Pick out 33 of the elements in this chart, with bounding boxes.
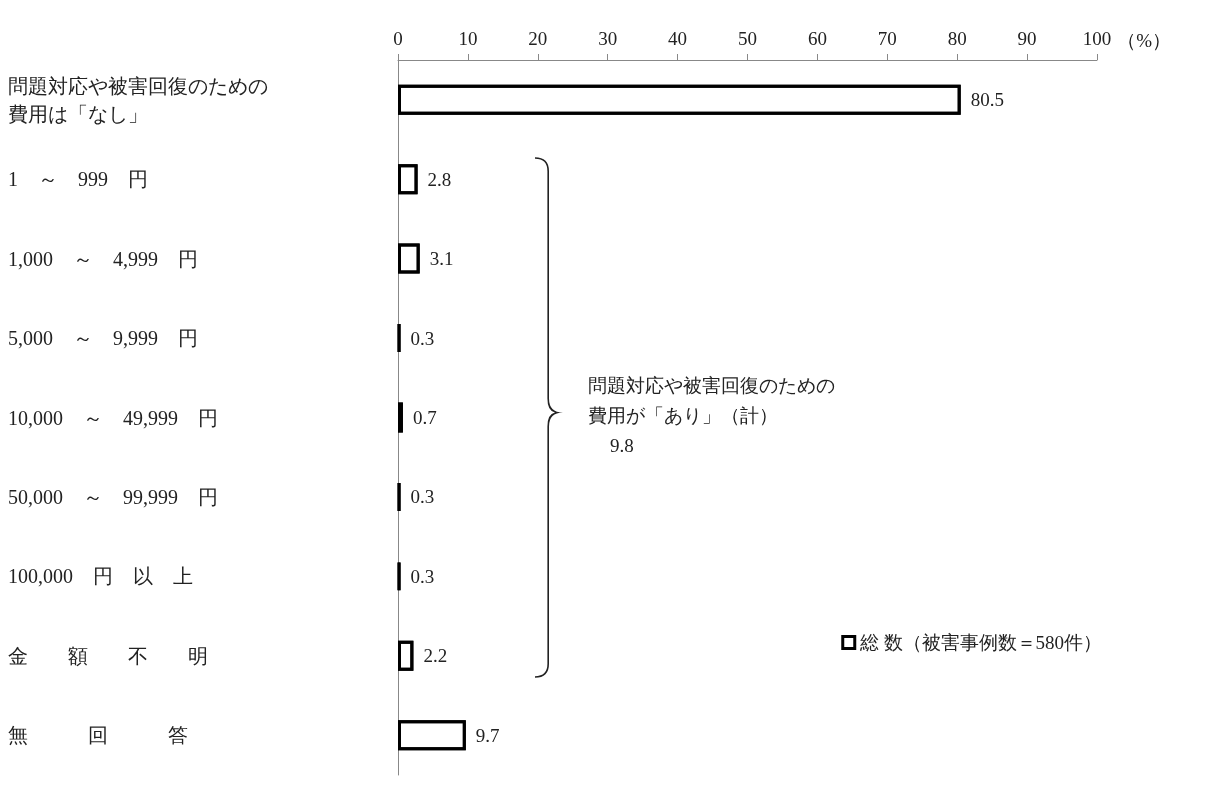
data-label: 2.2 (423, 645, 448, 667)
x-axis-title: （%） (1117, 30, 1171, 51)
y-tick-label: 10,000 ～ 49,999 円 (8, 406, 218, 429)
data-label: 3.1 (429, 248, 454, 270)
y-tick-label: 金 額 不 明 (8, 644, 208, 667)
data-label: 80.5 (970, 89, 1004, 111)
annotation: 9.8 (610, 435, 634, 456)
x-tick-label: 60 (807, 28, 827, 49)
data-label: 0.3 (410, 327, 435, 349)
y-tick-label: 100,000 円 以 上 (8, 565, 193, 588)
x-tick-label: 10 (458, 28, 478, 49)
x-tick-label: 100 (1082, 28, 1112, 49)
data-label: 0.3 (410, 486, 435, 508)
y-tick-label: 5,000 ～ 9,999 円 (8, 327, 198, 350)
data-label: 2.8 (427, 168, 452, 190)
x-tick-label: 90 (1017, 28, 1037, 49)
y-tick-label: 1 ～ 999 円 (8, 168, 148, 191)
annotation: 問題対応や被害回復のための費用が「あり」（計） (588, 375, 835, 426)
x-tick-label: 50 (738, 28, 757, 49)
x-tick-label: 20 (528, 28, 548, 49)
y-tick-label: 無 回 答 (8, 724, 188, 747)
data-label: 0.7 (412, 407, 437, 428)
x-tick-label: 40 (668, 28, 688, 49)
x-tick-label: 30 (598, 28, 618, 49)
y-tick-label: 1,000 ～ 4,999 円 (8, 247, 198, 270)
x-tick-label: 80 (947, 28, 967, 49)
y-tick-label: 問題対応や被害回復のための費用は「なし」 (8, 74, 268, 125)
y-tick-label: 50,000 ～ 99,999 円 (8, 485, 218, 508)
legend-label: 総 数（被害事例数＝580件） (858, 632, 1102, 653)
data-label: 9.7 (475, 724, 500, 746)
x-tick-label: 70 (877, 28, 897, 49)
data-label: 0.3 (410, 565, 435, 587)
x-tick-label: 0 (393, 28, 403, 49)
